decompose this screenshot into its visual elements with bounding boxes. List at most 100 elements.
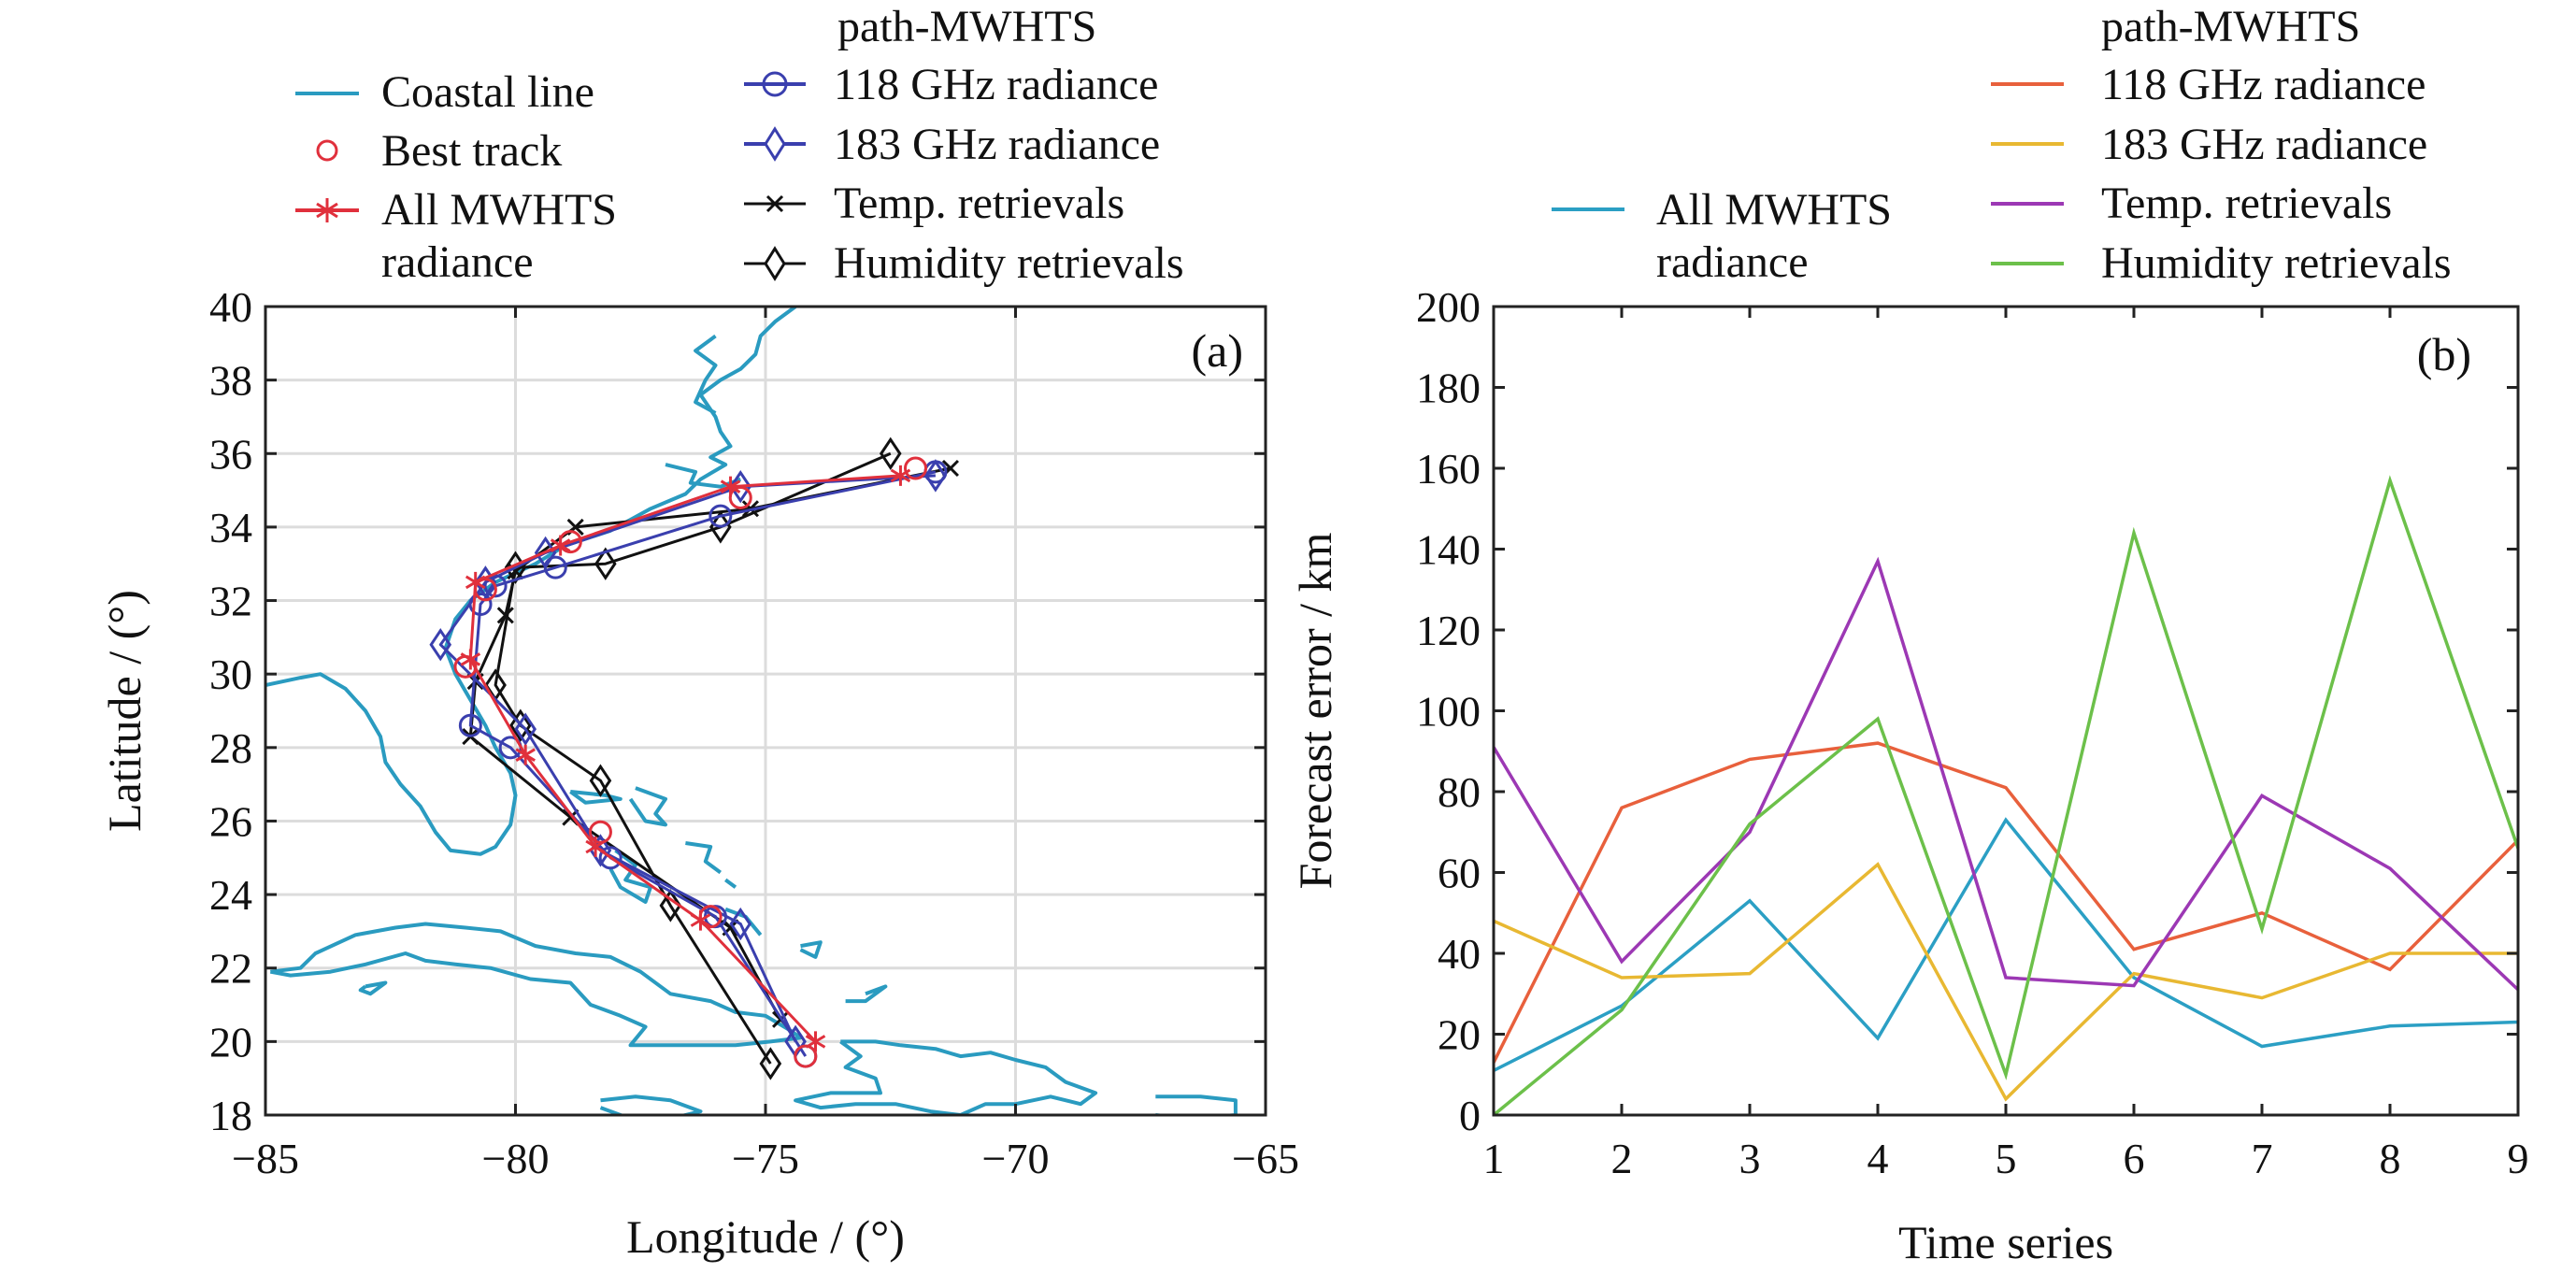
chart-b-ticks: 1 2 3 4 5 6 7 8 9 0 20 40 60 80 100 120 140 160 180 200 (1416, 283, 2529, 1182)
legend-a-temp: Temp. retrievals (744, 179, 1124, 228)
coastline (628, 786, 667, 827)
series-b-all-mwhts-radiance (1493, 817, 2519, 1072)
legend-a-183: 183 GHz radiance (744, 120, 1160, 169)
chart-a-panel-label: (a) (1192, 324, 1244, 377)
coastline (694, 334, 718, 415)
coastline (599, 1094, 703, 1115)
chart-b-y-tick-label: 0 (1459, 1092, 1481, 1139)
point-a-best-track (794, 1044, 818, 1068)
chart-b-y-tick-label: 160 (1416, 445, 1481, 493)
legend-b-temp-label: Temp. retrievals (2101, 179, 2392, 228)
legend-a-coastal-line: Coastal line (295, 67, 594, 117)
point-a-183-ghz-radiance (924, 459, 947, 493)
point-a-best-track (904, 456, 927, 480)
series-a-temp-retrievals (462, 459, 960, 1028)
chart-a-coastlines (265, 307, 1238, 1115)
point-a-118-ghz-radiance (458, 713, 482, 737)
chart-b-y-tick-label: 120 (1416, 607, 1481, 654)
point-a-humidity-retrievals (659, 889, 682, 923)
chart-a-y-tick-label: 40 (209, 283, 252, 331)
legend-a-all-mwhts: All MWHTS radiance (295, 185, 617, 287)
legend-a-coastal-label: Coastal line (381, 67, 594, 117)
legend-b-183: 183 GHz radiance (1991, 120, 2427, 169)
coastline (608, 849, 652, 904)
legend-a-best-track-marker (316, 139, 338, 162)
coastline (265, 307, 797, 856)
chart-a-y-tick-label: 24 (209, 871, 252, 919)
chart-a-y-tick-label: 18 (209, 1092, 252, 1139)
chart-b-x-tick-label: 7 (2252, 1135, 2273, 1182)
series-b-183-ghz-radiance (1493, 862, 2519, 1102)
chart-b-frame (1492, 305, 2520, 1117)
chart-a-y-tick-label: 22 (209, 945, 252, 993)
legend-b-title: path-MWHTS (2101, 2, 2360, 51)
legend-b-118-label: 118 GHz radiance (2101, 60, 2426, 109)
chart-b-y-tick-label: 180 (1416, 365, 1481, 412)
series-b-118-ghz-radiance (1492, 741, 2520, 1064)
coastline (794, 1039, 1098, 1115)
chart-a-x-tick-label: −75 (732, 1135, 799, 1182)
chart-b-y-axis-label: Forecast error / km (1289, 532, 1341, 889)
legend-a-temp-label: Temp. retrievals (834, 179, 1124, 228)
point-a-temp-retrievals (496, 607, 514, 624)
chart-a-x-axis-label: Longitude / (°) (626, 1210, 905, 1263)
point-a-183-ghz-radiance (729, 907, 752, 941)
coastline (569, 790, 623, 805)
series-b-line-temp-retrievals (1492, 556, 2520, 992)
series-a-best-track (453, 456, 927, 1068)
chart-a-y-tick-label: 38 (209, 357, 252, 405)
point-a-118-ghz-radiance (543, 555, 567, 579)
chart-b-y-tick-label: 40 (1438, 930, 1481, 978)
legend-b-118: 118 GHz radiance (1991, 60, 2426, 109)
chart-b: 1 2 3 4 5 6 7 8 9 0 20 40 60 80 100 120 140 160 180 200 (b)… (1289, 2, 2529, 1268)
chart-b-x-tick-label: 8 (2380, 1135, 2401, 1182)
legend-b-humidity-label: Humidity retrievals (2101, 238, 2452, 288)
point-a-118-ghz-radiance (598, 846, 623, 870)
legend-a-118: 118 GHz radiance (744, 60, 1158, 109)
coastline (845, 984, 888, 1004)
point-a-all-mwhts-radiance (515, 744, 536, 765)
point-a-all-mwhts-radiance-stroke (515, 748, 536, 762)
chart-a-y-tick-label: 20 (209, 1018, 252, 1066)
legend-b-all-mwhts-label: All MWHTS (1656, 185, 1892, 235)
legend-a-118-marker (762, 71, 788, 97)
coastline (724, 878, 737, 889)
point-a-best-track (698, 905, 723, 929)
series-a-line-temp-retrievals (468, 466, 952, 1021)
chart-a-y-axis-label: Latitude / (°) (98, 590, 150, 832)
legend-a-all-mwhts-star-marker (316, 198, 338, 222)
coastline (685, 841, 722, 875)
legend-a-all-mwhts-label-line2: radiance (381, 237, 534, 287)
chart-a-x-tick-label: −70 (982, 1135, 1050, 1182)
legend-b-humidity: Humidity retrievals (1991, 238, 2452, 288)
legend-a-best-track-label: Best track (381, 126, 562, 176)
point-a-183-ghz-radiance (429, 628, 452, 662)
legend-a-best-track: Best track (316, 126, 562, 176)
series-b-line-all-mwhts-radiance (1493, 817, 2519, 1072)
chart-a-legend: path-MWHTS Coastal line Best track All M… (295, 2, 1184, 288)
chart-a-y-tick-label: 28 (209, 724, 252, 772)
legend-b-temp: Temp. retrievals (1991, 179, 2392, 228)
coastline (799, 940, 823, 959)
chart-a-x-tick-label: −65 (1232, 1135, 1299, 1182)
point-a-118-ghz-radiance (708, 504, 733, 528)
series-a-all-mwhts-radiance (460, 465, 911, 1052)
chart-a-y-tick-label: 32 (209, 578, 252, 625)
point-a-best-track (453, 654, 478, 679)
legend-a-humidity-marker (764, 246, 786, 281)
chart-b-x-tick-label: 2 (1611, 1135, 1633, 1182)
coastline (1155, 1094, 1238, 1115)
chart-a-y-tick-label: 26 (209, 797, 252, 845)
chart-b-series (1492, 475, 2520, 1117)
legend-b-all-mwhts-label-line2: radiance (1656, 237, 1809, 287)
legend-a-title: path-MWHTS (837, 2, 1096, 51)
chart-b-y-tick-label: 20 (1438, 1011, 1481, 1059)
legend-a-183-label: 183 GHz radiance (834, 120, 1160, 169)
chart-b-y-tick-label: 100 (1416, 688, 1481, 736)
chart-b-y-tick-label: 200 (1416, 283, 1481, 331)
legend-a-temp-x-marker (766, 194, 784, 213)
point-a-183-ghz-radiance (514, 712, 537, 746)
chart-b-x-tick-label: 4 (1868, 1135, 1889, 1182)
chart-a-series (429, 436, 960, 1080)
